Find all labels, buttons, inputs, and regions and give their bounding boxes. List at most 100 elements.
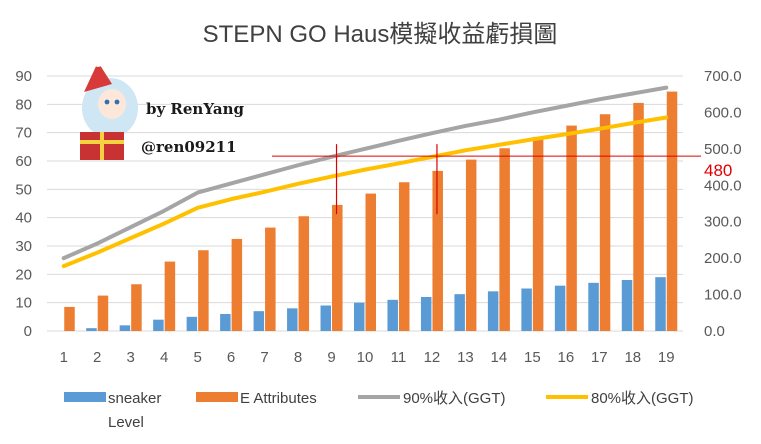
- series-lines: [61, 85, 669, 269]
- x-axis-tick-label: 10: [357, 349, 374, 366]
- left-axis-tick-label: 50: [15, 181, 32, 198]
- x-axis-tick-label: 7: [260, 349, 268, 366]
- bar-sneaker-level-9: [320, 305, 332, 331]
- bars: [64, 91, 678, 332]
- left-axis-tick-label: 60: [15, 153, 32, 170]
- bar-e-attributes-13: [465, 159, 477, 331]
- x-axis-tick-label: 15: [524, 349, 541, 366]
- x-axis-tick-label: 13: [457, 349, 474, 366]
- legend-item-e-attributes: E Attributes: [196, 390, 317, 407]
- bar-sneaker-level-14: [487, 291, 499, 331]
- legend-label-e-attributes: E Attributes: [240, 390, 317, 407]
- bar-e-attributes-5: [198, 250, 209, 331]
- right-axis-tick-label: 400.0: [704, 177, 742, 194]
- x-axis-tick-label: 11: [391, 349, 407, 366]
- x-axis-ticks: 1 2 3 4 5 6 7 8 9 10 11 12 13 14 15 16 17 18 19: [60, 349, 675, 366]
- author-character-illustration: [80, 57, 138, 160]
- right-axis-tick-label: 300.0: [704, 214, 742, 231]
- right-axis-tick-label: 500.0: [704, 141, 742, 158]
- x-axis-tick-label: 9: [327, 349, 335, 366]
- bar-e-attributes-2: [97, 295, 109, 331]
- bar-sneaker-level-8: [287, 308, 298, 331]
- bar-sneaker-level-12: [420, 297, 432, 331]
- x-axis-tick-label: 18: [624, 349, 641, 366]
- legend-label-sneaker-level: sneaker Level: [108, 390, 166, 431]
- left-axis-tick-label: 30: [15, 238, 32, 255]
- left-axis-tick-label: 70: [15, 125, 32, 142]
- bar-e-attributes-17: [599, 114, 611, 331]
- right-axis-tick-label: 600.0: [704, 104, 742, 121]
- legend: sneaker Level E Attributes 90%收入(GGT) 80…: [64, 390, 694, 431]
- x-axis-tick-label: 14: [491, 349, 508, 366]
- x-axis-tick-label: 3: [127, 349, 135, 366]
- x-axis-tick-label: 17: [591, 349, 608, 366]
- x-axis-tick-label: 1: [60, 349, 68, 366]
- legend-item-90-income: 90%收入(GGT): [358, 390, 506, 407]
- left-axis-tick-label: 80: [15, 96, 32, 113]
- series-line-90-income: [61, 85, 669, 261]
- legend-label-90-income: 90%收入(GGT): [403, 390, 506, 407]
- bar-sneaker-level-11: [387, 299, 398, 331]
- x-axis-tick-label: 6: [227, 349, 235, 366]
- bar-sneaker-level-2: [86, 328, 97, 331]
- bar-sneaker-level-17: [588, 282, 599, 331]
- bar-e-attributes-18: [633, 102, 644, 332]
- x-axis-tick-label: 12: [424, 349, 441, 366]
- bar-e-attributes-16: [566, 125, 577, 331]
- bar-sneaker-level-6: [220, 314, 231, 331]
- left-axis-tick-label: 90: [15, 68, 32, 85]
- bar-e-attributes-11: [398, 182, 410, 331]
- bar-e-attributes-3: [131, 284, 142, 331]
- credit-handle: @ren09211: [141, 138, 237, 156]
- legend-label-80-income: 80%收入(GGT): [591, 390, 694, 407]
- bar-sneaker-level-3: [119, 325, 131, 331]
- right-axis-tick-label: 700.0: [704, 68, 742, 85]
- bar-sneaker-level-18: [621, 280, 633, 331]
- bar-e-attributes-7: [265, 227, 276, 331]
- legend-swatch-e-attributes: [196, 392, 238, 402]
- bar-e-attributes-15: [532, 136, 544, 331]
- right-axis-tick-label: 0.0: [704, 323, 725, 340]
- bar-sneaker-level-5: [186, 316, 198, 331]
- series-line-80-income: [61, 115, 669, 269]
- left-axis-tick-label: 40: [15, 210, 32, 227]
- bar-sneaker-level-4: [153, 319, 164, 331]
- x-axis-tick-label: 4: [160, 349, 168, 366]
- legend-item-sneaker-level: sneaker Level: [64, 390, 166, 431]
- left-axis-tick-label: 0: [24, 323, 32, 340]
- right-axis-ticks: 0.0 100.0 200.0 300.0 400.0 500.0 600.0 700.0: [704, 68, 742, 340]
- bar-sneaker-level-13: [454, 294, 465, 331]
- bar-e-attributes-12: [432, 170, 443, 331]
- left-axis-tick-label: 10: [15, 295, 32, 312]
- x-axis-tick-label: 19: [658, 349, 675, 366]
- annotations: 480: [272, 144, 732, 215]
- legend-swatch-sneaker-level: [64, 392, 106, 402]
- gridlines: [47, 75, 683, 332]
- bar-e-attributes-6: [231, 238, 243, 331]
- bar-e-attributes-1: [64, 306, 75, 331]
- left-axis-tick-label: 20: [15, 266, 32, 283]
- x-axis-tick-label: 2: [93, 349, 101, 366]
- bar-e-attributes-14: [499, 148, 510, 331]
- right-axis-tick-label: 100.0: [704, 287, 742, 304]
- bar-e-attributes-4: [164, 261, 176, 331]
- x-axis-tick-label: 5: [193, 349, 201, 366]
- bar-sneaker-level-7: [253, 311, 265, 331]
- credit-by-line: by RenYang: [146, 100, 245, 118]
- bar-e-attributes-8: [298, 216, 310, 331]
- reference-label-480: 480: [704, 161, 732, 180]
- left-axis-ticks: 0 10 20 30 40 50 60 70 80 90: [15, 68, 32, 340]
- right-axis-tick-label: 200.0: [704, 250, 742, 267]
- x-axis-tick-label: 16: [557, 349, 574, 366]
- chart-title: STEPN GO Haus模擬收益虧損圖: [203, 21, 558, 48]
- bar-e-attributes-9: [332, 204, 343, 331]
- bar-sneaker-level-15: [521, 288, 532, 331]
- bar-sneaker-level-10: [354, 302, 365, 331]
- bar-sneaker-level-16: [554, 285, 566, 331]
- legend-item-80-income: 80%收入(GGT): [546, 390, 694, 407]
- bar-sneaker-level-19: [655, 277, 666, 331]
- x-axis-tick-label: 8: [294, 349, 302, 366]
- bar-e-attributes-10: [365, 193, 376, 331]
- bar-e-attributes-19: [666, 91, 678, 331]
